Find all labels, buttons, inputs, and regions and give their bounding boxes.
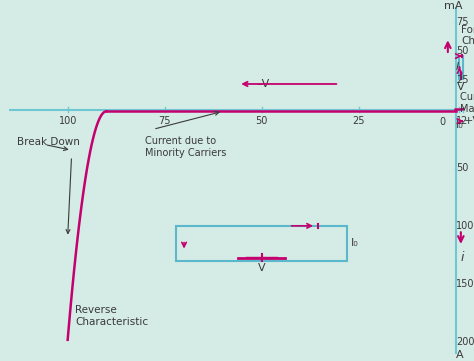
Text: Reverse
Characteristic: Reverse Characteristic <box>75 305 148 327</box>
Text: 75: 75 <box>456 17 468 27</box>
Text: 25: 25 <box>456 75 468 86</box>
Bar <box>459 56 463 79</box>
Text: 100: 100 <box>58 116 77 126</box>
Text: +V: +V <box>464 116 474 126</box>
Text: Break Down: Break Down <box>17 137 80 147</box>
Text: mA: mA <box>445 1 463 11</box>
Text: A: A <box>456 350 464 360</box>
Text: 50: 50 <box>456 163 468 173</box>
Text: 50: 50 <box>255 116 268 126</box>
Text: Current due to
Majority Carriers: Current due to Majority Carriers <box>460 92 474 114</box>
Text: 25: 25 <box>352 116 365 126</box>
Text: –V: –V <box>256 79 269 89</box>
Text: 50: 50 <box>456 47 468 56</box>
Text: V: V <box>258 263 265 273</box>
Text: I₀: I₀ <box>456 120 464 130</box>
Text: 200: 200 <box>456 337 474 347</box>
Text: V: V <box>457 82 465 92</box>
Text: Forward
Characteristic: Forward Characteristic <box>462 25 474 46</box>
Text: 1: 1 <box>456 116 463 126</box>
Text: Current due to
Minority Carriers: Current due to Minority Carriers <box>145 136 227 158</box>
Text: 0: 0 <box>440 117 446 127</box>
Text: 150: 150 <box>456 279 474 289</box>
Text: I: I <box>456 61 459 71</box>
Text: i: i <box>461 252 465 265</box>
Bar <box>176 226 347 261</box>
Text: 75: 75 <box>158 116 171 126</box>
Text: 2: 2 <box>460 116 466 126</box>
Text: 100: 100 <box>456 221 474 231</box>
Text: I₀: I₀ <box>351 238 359 248</box>
